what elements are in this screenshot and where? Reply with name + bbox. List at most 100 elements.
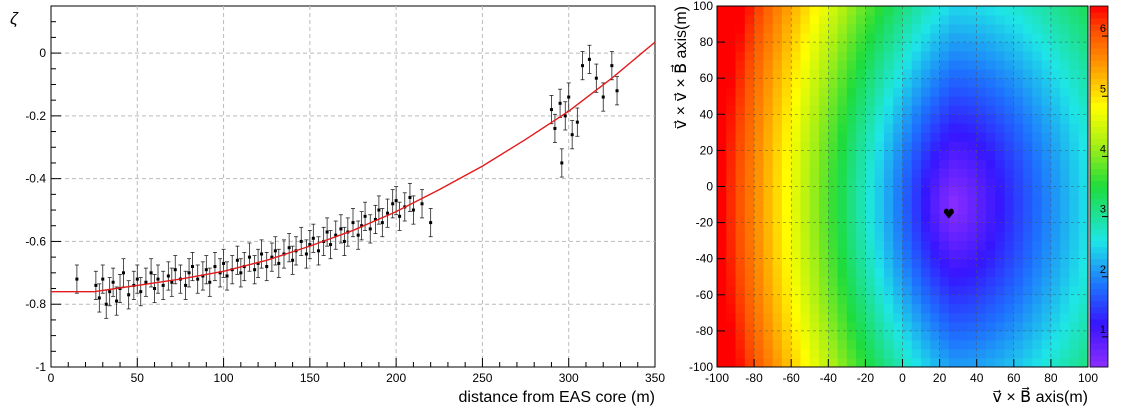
heatmap-cell bbox=[874, 231, 885, 242]
heatmap-cell bbox=[819, 15, 829, 25]
heatmap-cell bbox=[976, 42, 987, 52]
heatmap-cell bbox=[744, 114, 755, 124]
heatmap-cell bbox=[995, 204, 1005, 214]
heatmap-cell bbox=[902, 258, 913, 269]
heatmap-cell bbox=[874, 330, 885, 341]
heatmap-cell bbox=[948, 15, 959, 25]
heatmap-cell bbox=[865, 276, 876, 287]
heatmap-cell bbox=[717, 132, 727, 142]
heatmap-cell bbox=[791, 114, 801, 124]
heatmap-cell bbox=[948, 60, 959, 70]
heatmap-cell bbox=[930, 141, 940, 151]
heatmap-cell bbox=[1032, 357, 1043, 368]
heatmap-cell bbox=[883, 339, 894, 350]
point-marker bbox=[222, 261, 226, 265]
heatmap-cell bbox=[763, 33, 774, 43]
heatmap-cell bbox=[837, 114, 848, 124]
heatmap-cell bbox=[763, 159, 774, 169]
heatmap-cell bbox=[781, 285, 792, 296]
heatmap-cell bbox=[791, 285, 801, 296]
heatmap-cell bbox=[837, 24, 848, 34]
heatmap-cell bbox=[948, 222, 959, 233]
heatmap-cell bbox=[772, 195, 783, 205]
heatmap-cell bbox=[911, 96, 922, 106]
data-point bbox=[311, 223, 316, 253]
heatmap-cell bbox=[846, 6, 857, 16]
heatmap-cell bbox=[893, 195, 903, 205]
point-marker bbox=[334, 233, 338, 237]
heatmap-cell bbox=[1041, 204, 1052, 214]
heatmap-cell bbox=[1078, 141, 1089, 151]
heatmap-cell bbox=[1078, 213, 1089, 223]
heatmap-cell bbox=[1069, 213, 1080, 223]
heatmap-cell bbox=[883, 24, 894, 34]
point-marker bbox=[549, 108, 553, 112]
heatmap-cell bbox=[763, 114, 774, 124]
heatmap-cell bbox=[791, 267, 801, 278]
heatmap-cell bbox=[1023, 312, 1033, 323]
heatmap-cell bbox=[726, 312, 736, 323]
heatmap-cell bbox=[763, 78, 774, 88]
heatmap-cell bbox=[809, 348, 820, 359]
heatmap-cell bbox=[1023, 258, 1033, 269]
colorbar-band bbox=[1090, 198, 1108, 206]
heatmap-cell bbox=[772, 6, 783, 16]
data-point bbox=[100, 264, 105, 294]
heatmap-cell bbox=[1004, 15, 1015, 25]
heatmap-cell bbox=[874, 87, 885, 97]
colorbar-band bbox=[1090, 240, 1108, 248]
grid-lines bbox=[51, 6, 655, 367]
heatmap-cell bbox=[744, 87, 755, 97]
heatmap-cell bbox=[939, 294, 950, 305]
heatmap-cell bbox=[995, 303, 1005, 314]
heatmap-cell bbox=[781, 24, 792, 34]
heatmap-cell bbox=[791, 6, 801, 16]
heatmap-cell bbox=[911, 276, 922, 287]
heatmap-cell bbox=[948, 87, 959, 97]
heatmap-cell bbox=[800, 177, 811, 187]
heatmap-cell bbox=[735, 132, 746, 142]
heatmap-cell bbox=[1004, 249, 1015, 260]
heatmap-cell bbox=[819, 276, 829, 287]
heatmap-cell bbox=[1032, 141, 1043, 151]
heatmap-cell bbox=[781, 186, 792, 196]
x-tick-label: -100 bbox=[705, 371, 729, 385]
heatmap-cell bbox=[1078, 294, 1089, 305]
heatmap-cell bbox=[781, 78, 792, 88]
heatmap-cell bbox=[883, 186, 894, 196]
heatmap-cell bbox=[1032, 69, 1043, 79]
heatmap-cell bbox=[902, 321, 913, 332]
heatmap-cell bbox=[772, 60, 783, 70]
heatmap-cell bbox=[735, 321, 746, 332]
heatmap-cell bbox=[772, 123, 783, 133]
heatmap-cell bbox=[1050, 78, 1061, 88]
heatmap-cell bbox=[1041, 231, 1052, 242]
heatmap-cell bbox=[930, 204, 940, 214]
heatmap-cell bbox=[939, 123, 950, 133]
heatmap-cell bbox=[772, 240, 783, 251]
heatmap-cell bbox=[874, 24, 885, 34]
heatmap-cell bbox=[995, 240, 1005, 251]
heatmap-cell bbox=[939, 24, 950, 34]
heatmap-cell bbox=[883, 159, 894, 169]
heatmap-cell bbox=[976, 267, 987, 278]
heatmap-cell bbox=[865, 42, 876, 52]
data-point bbox=[411, 195, 416, 225]
heatmap-cell bbox=[995, 222, 1005, 233]
heatmap-cell bbox=[856, 231, 866, 242]
heatmap-cell bbox=[1050, 150, 1061, 160]
heatmap-cell bbox=[791, 303, 801, 314]
heatmap-cell bbox=[893, 24, 903, 34]
heatmap-cell bbox=[958, 159, 968, 169]
heatmap-cell bbox=[828, 15, 838, 25]
heatmap-cell bbox=[985, 78, 996, 88]
heatmap-cell bbox=[1078, 96, 1089, 106]
x-tick-label: -80 bbox=[745, 371, 763, 385]
heatmap-cell bbox=[837, 78, 848, 88]
heatmap-cell bbox=[744, 357, 755, 368]
heatmap-cell bbox=[819, 186, 829, 196]
heatmap-cell bbox=[735, 249, 746, 260]
heatmap-cell bbox=[930, 276, 940, 287]
heatmap-cell bbox=[837, 150, 848, 160]
